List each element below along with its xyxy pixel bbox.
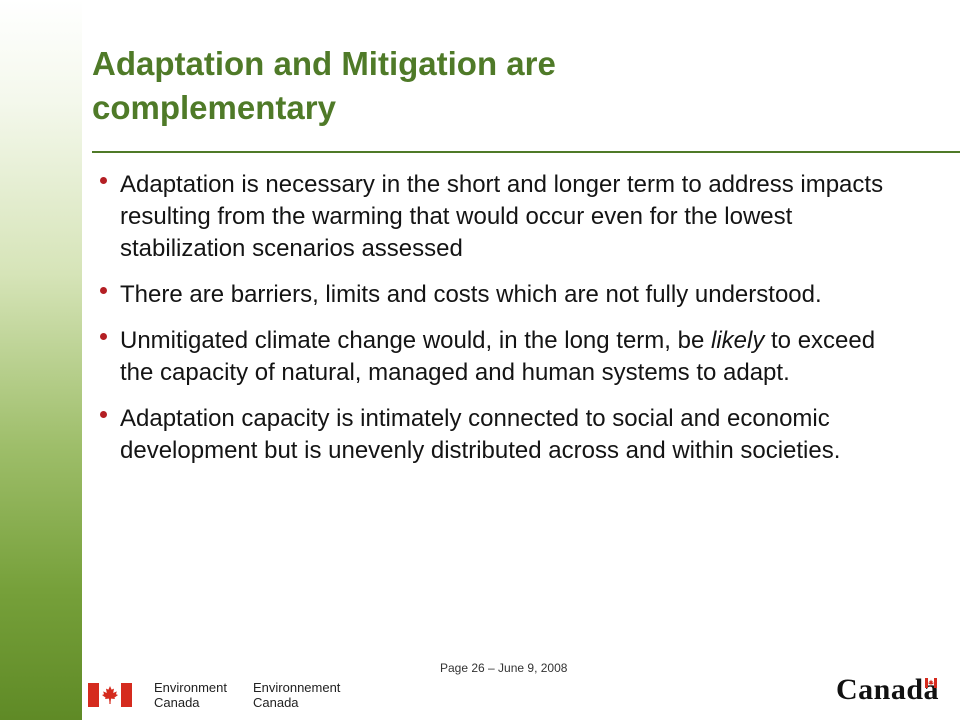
bullet-text-start: Unmitigated climate change would, in the… — [120, 327, 711, 354]
environment-canada-logo: Environment Canada Environnement Canada — [88, 680, 340, 710]
canada-wordmark: Canada — [836, 673, 940, 706]
bullet-text: Adaptation capacity is intimately connec… — [120, 405, 841, 464]
department-name-french: Environnement Canada — [252, 680, 341, 710]
bullet-text-italic: likely — [711, 327, 765, 354]
title-line-1: Adaptation and Mitigation are — [92, 45, 556, 82]
bullet-icon — [100, 333, 107, 340]
bullet-item: Adaptation is necessary in the short and… — [100, 169, 900, 265]
bullet-text: Adaptation is necessary in the short and… — [120, 171, 884, 262]
bullet-icon — [100, 177, 107, 184]
wordmark-flag-icon — [925, 678, 937, 688]
bullet-item: Adaptation capacity is intimately connec… — [100, 403, 900, 467]
canada-flag-icon — [88, 683, 132, 707]
bullet-list: Adaptation is necessary in the short and… — [100, 169, 900, 481]
page-number: Page 26 – June 9, 2008 — [440, 661, 568, 675]
bullet-item: Unmitigated climate change would, in the… — [100, 325, 900, 389]
bullet-icon — [100, 287, 107, 294]
bullet-item: There are barriers, limits and costs whi… — [100, 279, 900, 311]
bullet-icon — [100, 411, 107, 418]
title-line-2: complementary — [92, 89, 336, 126]
slide-title: Adaptation and Mitigation are complement… — [92, 42, 932, 130]
title-divider — [92, 151, 960, 153]
green-gradient-sidebar — [0, 0, 82, 720]
bullet-text: There are barriers, limits and costs whi… — [120, 281, 822, 308]
bullet-text-end: to exceed the capacity of natural, manag… — [120, 327, 876, 386]
department-name-english: Environment Canada — [154, 680, 227, 710]
